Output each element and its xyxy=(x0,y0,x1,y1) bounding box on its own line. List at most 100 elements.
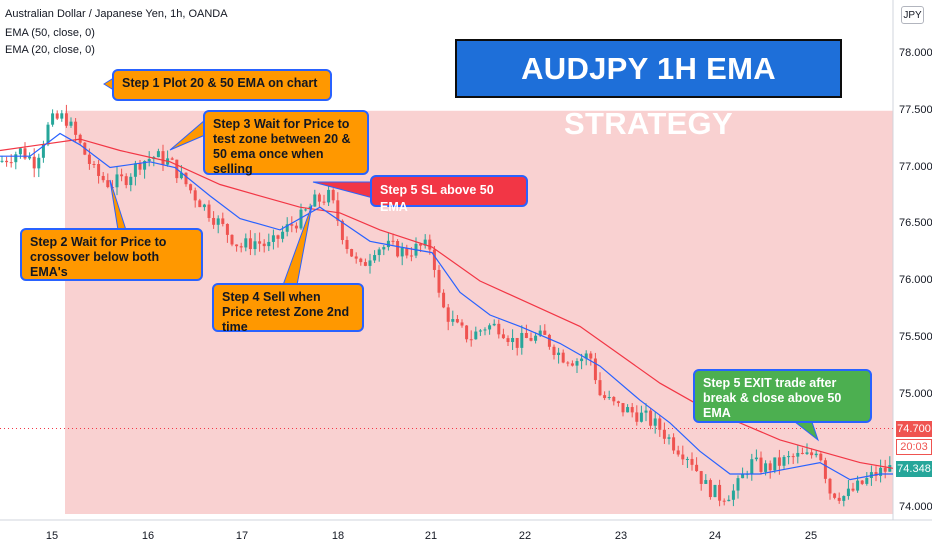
candle-body xyxy=(759,457,763,472)
candle-body xyxy=(529,337,533,341)
candle-body xyxy=(455,319,459,323)
candle-body xyxy=(879,467,883,476)
candle-body xyxy=(469,339,473,341)
last-price-tag: 74.348 xyxy=(896,460,932,477)
candle-body xyxy=(179,172,183,179)
candle-body xyxy=(777,457,781,466)
candle-body xyxy=(285,224,289,232)
candle-body xyxy=(437,269,441,293)
candle-body xyxy=(120,174,124,177)
candle-body xyxy=(442,292,446,308)
candle-body xyxy=(534,335,538,341)
candle-body xyxy=(580,358,584,362)
candle-body xyxy=(520,332,524,348)
candle-body xyxy=(97,164,101,176)
candle-body xyxy=(9,162,13,164)
candle-body xyxy=(699,471,703,484)
candle-body xyxy=(616,401,620,404)
candle-body xyxy=(69,121,73,126)
candle-body xyxy=(722,500,726,502)
candle-body xyxy=(345,239,349,250)
candle-body xyxy=(423,239,427,246)
candle-body xyxy=(704,480,708,484)
candle-body xyxy=(842,496,846,501)
candle-body xyxy=(515,337,519,348)
candle-body xyxy=(317,194,321,202)
candle-body xyxy=(327,189,331,203)
candle-body xyxy=(212,217,216,225)
candle-body xyxy=(55,113,59,119)
candle-body xyxy=(170,158,174,160)
candle-body xyxy=(497,323,501,335)
candle-body xyxy=(46,124,50,145)
candle-body xyxy=(377,249,381,256)
candle-body xyxy=(547,334,551,347)
candle-body xyxy=(681,454,685,460)
candle-body xyxy=(690,458,694,465)
candle-body xyxy=(713,484,717,498)
candle-body xyxy=(340,220,344,240)
currency-button[interactable]: JPY xyxy=(901,6,924,24)
price-tick-label: 76.000 xyxy=(899,274,932,286)
symbol-legend[interactable]: Australian Dollar / Japanese Yen, 1h, OA… xyxy=(5,8,228,20)
candle-body xyxy=(750,459,754,474)
candle-body xyxy=(147,159,151,162)
candle-body xyxy=(396,240,400,257)
candle-body xyxy=(202,204,206,208)
candle-body xyxy=(60,113,64,119)
time-tick-label: 25 xyxy=(804,530,818,542)
candle-body xyxy=(810,452,814,456)
candle-body xyxy=(304,209,308,211)
candle-body xyxy=(860,480,864,484)
candle-body xyxy=(23,148,27,159)
candle-body xyxy=(363,262,367,266)
candle-body xyxy=(184,172,188,185)
candle-body xyxy=(419,243,423,246)
candle-body xyxy=(478,330,482,332)
candle-body xyxy=(639,412,643,422)
candle-body xyxy=(846,488,850,497)
candle-body xyxy=(299,209,303,229)
candle-body xyxy=(189,184,193,191)
price-tick-label: 74.000 xyxy=(899,501,932,513)
candle-body xyxy=(506,338,510,343)
candle-body xyxy=(474,331,478,340)
ema50-legend[interactable]: EMA (50, close, 0) xyxy=(5,27,95,39)
candle-body xyxy=(336,200,340,221)
candle-body xyxy=(41,144,45,158)
ema20-legend[interactable]: EMA (20, close, 0) xyxy=(5,44,95,56)
time-tick-label: 23 xyxy=(614,530,628,542)
candle-body xyxy=(814,453,818,456)
candle-body xyxy=(575,361,579,366)
candle-body xyxy=(607,397,611,399)
candle-body xyxy=(451,319,455,322)
callout-step3: Step 3 Wait for Price to test zone betwe… xyxy=(203,110,369,176)
candle-body xyxy=(805,452,809,454)
price-tick-label: 77.000 xyxy=(899,160,932,173)
candle-body xyxy=(409,255,413,257)
candle-body xyxy=(138,163,142,170)
level-price-tag: 74.700 xyxy=(896,420,932,437)
candle-body xyxy=(267,241,271,247)
candle-body xyxy=(672,437,676,451)
trade-zone xyxy=(65,110,893,514)
candle-body xyxy=(543,330,547,335)
price-tick-label: 75.500 xyxy=(899,330,932,343)
candle-body xyxy=(883,467,887,472)
candle-body xyxy=(405,248,409,256)
candle-body xyxy=(819,453,823,461)
candle-body xyxy=(391,240,395,242)
candle-body xyxy=(676,450,680,455)
price-tick-label: 75.000 xyxy=(899,387,932,400)
candle-body xyxy=(101,175,105,181)
candle-body xyxy=(787,456,791,458)
candle-body xyxy=(359,258,363,263)
candle-body xyxy=(635,412,639,422)
candle-body xyxy=(92,163,96,165)
candle-body xyxy=(322,201,326,203)
candle-body xyxy=(741,473,745,479)
candle-body xyxy=(662,429,666,439)
candle-body xyxy=(235,244,239,247)
candle-body xyxy=(133,163,137,177)
